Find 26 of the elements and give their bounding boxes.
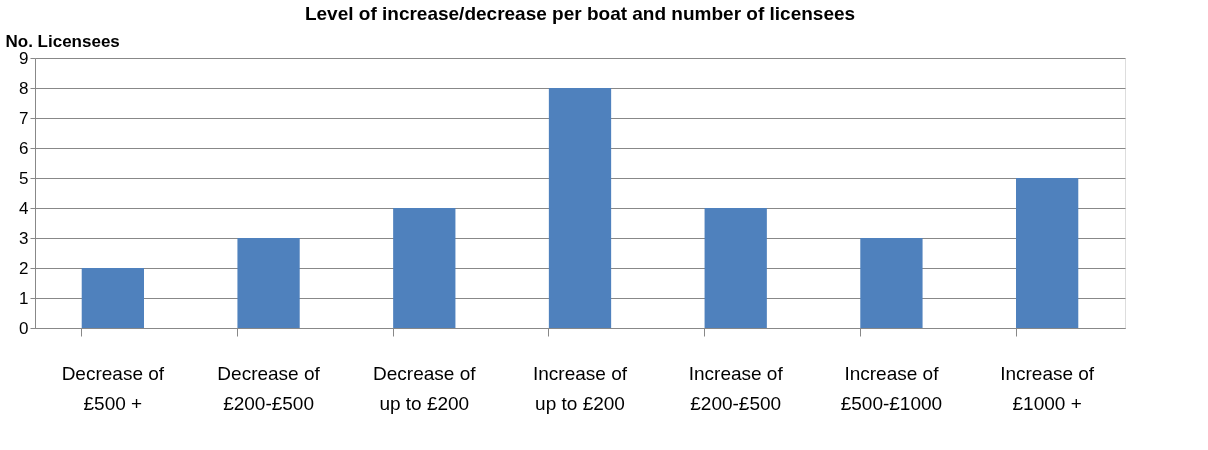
bar [548,88,612,328]
bar [81,268,144,328]
x-tick-label: Increase of up to £200 [533,362,628,414]
y-tick-label: 7 [19,108,29,128]
y-axis-title: No. Licensees [5,31,120,51]
chart-title: Level of increase/decrease per boat and number of licensees [304,3,856,24]
x-tick-label: Decrease of £500 + [61,362,165,414]
bar [393,208,456,328]
x-tick-label: Decrease of £200-£500 [217,362,321,414]
y-tick-label: 0 [19,318,29,338]
x-tick-label: Decrease of up to £200 [373,362,477,414]
bar [1016,178,1079,328]
y-tick-label: 6 [19,138,29,158]
y-tick-label: 8 [19,78,29,98]
y-tick-label: 3 [19,228,29,248]
x-tick-label: Increase of £500-£1000 [840,362,943,414]
bar [704,208,767,328]
x-tick-label: Increase of £200-£500 [688,362,784,414]
bar [237,238,300,328]
y-tick-label: 2 [19,258,29,278]
y-tick-label: 1 [19,288,29,308]
y-tick-label: 4 [19,198,29,218]
y-tick-label: 9 [19,48,29,68]
y-tick-label: 5 [19,168,29,188]
bar [860,238,923,328]
x-tick-label: Increase of £1000 + [1000,362,1095,414]
